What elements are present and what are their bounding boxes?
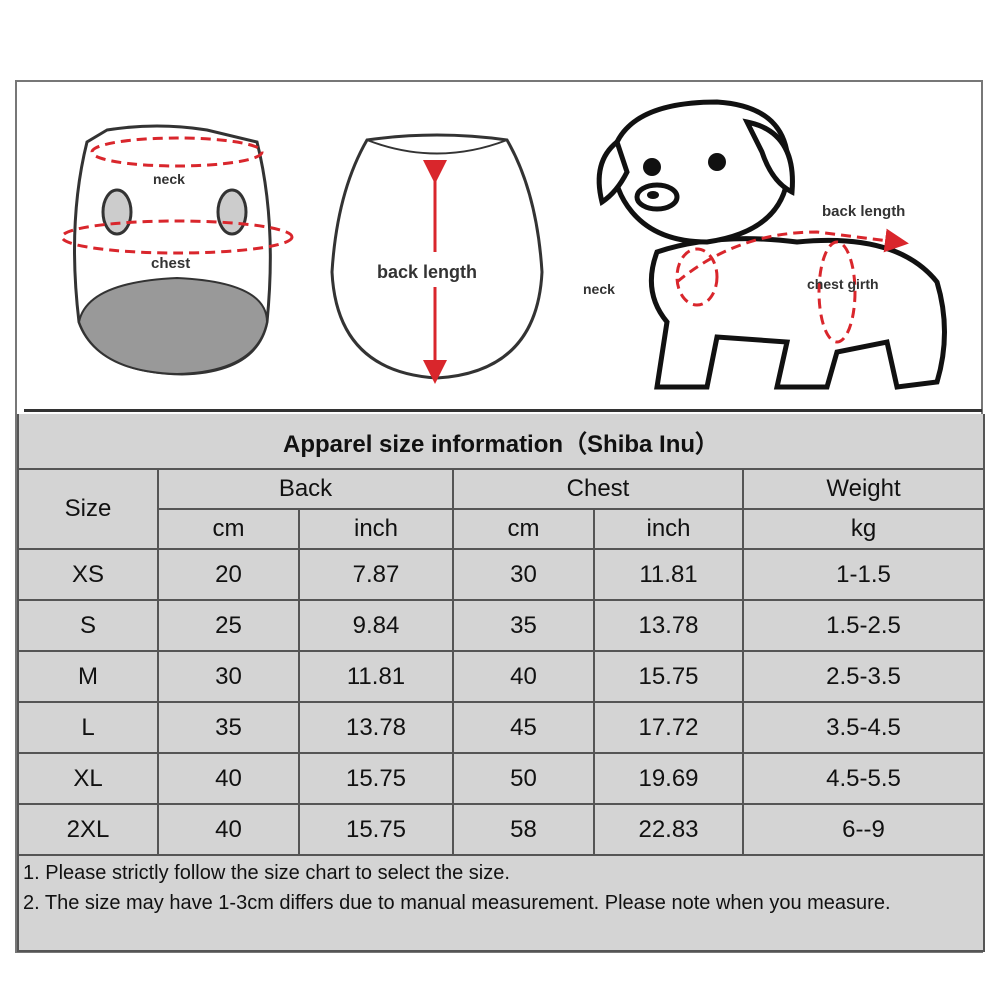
garment-back-diagram: back length: [330, 133, 544, 384]
table-cell: 1-1.5: [741, 548, 986, 601]
table-cell: 11.81: [298, 650, 454, 703]
neck-label: neck: [153, 171, 185, 187]
table-cell: 9.84: [298, 599, 454, 652]
table-cell: S: [17, 599, 159, 652]
dog-diagram: [596, 99, 947, 390]
note-2: 2. The size may have 1-3cm differs due t…: [23, 892, 891, 914]
table-row: M 30 11.81 40 15.75 2.5-3.5: [17, 650, 986, 703]
divider: [24, 409, 982, 412]
table-row: S 25 9.84 35 13.78 1.5-2.5: [17, 599, 986, 652]
table-cell: 30: [452, 548, 595, 601]
table-cell: 2.5-3.5: [741, 650, 986, 703]
table-cell: 11.81: [593, 548, 744, 601]
back-length-label: back length: [377, 262, 477, 282]
size-table: Apparel size information（Shiba Inu） Size…: [16, 414, 986, 952]
table-cell: L: [17, 701, 159, 754]
dog-back-length-label: back length: [822, 203, 905, 220]
garment-front-diagram: neck chest: [60, 124, 294, 376]
table-cell: 13.78: [593, 599, 744, 652]
table-cell: 13.78: [298, 701, 454, 754]
table-cell: 25: [157, 599, 300, 652]
table-row: XL 40 15.75 50 19.69 4.5-5.5: [17, 752, 986, 805]
table-cell: 15.75: [298, 752, 454, 805]
table-cell: 40: [157, 752, 300, 805]
table-cell: 7.87: [298, 548, 454, 601]
unit-header: inch: [593, 508, 744, 550]
table-row: 2XL 40 15.75 58 22.83 6--9: [17, 803, 986, 856]
table-cell: 50: [452, 752, 595, 805]
table-cell: XS: [17, 548, 159, 601]
table-cell: 17.72: [593, 701, 744, 754]
table-cell: 15.75: [298, 803, 454, 856]
unit-header: kg: [741, 508, 986, 550]
table-cell: 2XL: [17, 803, 159, 856]
table-cell: 20: [157, 548, 300, 601]
table-cell: 4.5-5.5: [741, 752, 986, 805]
table-cell: XL: [17, 752, 159, 805]
table-cell: 45: [452, 701, 595, 754]
table-cell: 35: [157, 701, 300, 754]
table-cell: 30: [157, 650, 300, 703]
dog-neck-label: neck: [583, 281, 615, 297]
header-chest: Chest: [452, 468, 744, 510]
table-row: XS 20 7.87 30 11.81 1-1.5: [17, 548, 986, 601]
header-weight: Weight: [741, 468, 986, 510]
table-cell: 35: [452, 599, 595, 652]
table-cell: 40: [157, 803, 300, 856]
table-cell: 6--9: [741, 803, 986, 856]
dog-measure-lines: [675, 228, 909, 344]
header-back: Back: [157, 468, 454, 510]
unit-header: cm: [157, 508, 300, 550]
header-size: Size: [17, 468, 159, 550]
table-cell: 1.5-2.5: [741, 599, 986, 652]
table-cell: 3.5-4.5: [741, 701, 986, 754]
dog-chest-girth-label: chest girth: [807, 276, 879, 292]
table-cell: 58: [452, 803, 595, 856]
chest-label: chest: [151, 255, 190, 272]
table-cell: 19.69: [593, 752, 744, 805]
table-title: Apparel size information（Shiba Inu）: [16, 414, 986, 470]
notes: 1. Please strictly follow the size chart…: [16, 854, 986, 952]
unit-header: cm: [452, 508, 595, 550]
table-cell: 40: [452, 650, 595, 703]
table-cell: M: [17, 650, 159, 703]
table-cell: 15.75: [593, 650, 744, 703]
measurement-illustrations: neck chest back length back length: [17, 82, 981, 410]
table-cell: 22.83: [593, 803, 744, 856]
unit-header: inch: [298, 508, 454, 550]
table-row: L 35 13.78 45 17.72 3.5-4.5: [17, 701, 986, 754]
note-1: 1. Please strictly follow the size chart…: [23, 862, 510, 884]
